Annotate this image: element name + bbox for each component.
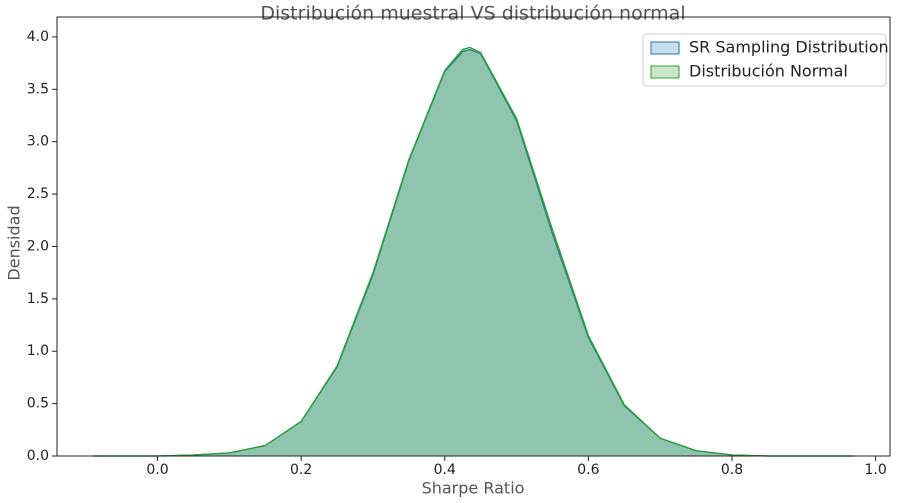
y-tick-label: 3.0 <box>27 134 49 150</box>
density-area <box>92 49 855 456</box>
y-tick-label: 2.0 <box>27 238 49 254</box>
x-tick-label: 0.0 <box>146 462 168 478</box>
y-tick-label: 1.5 <box>27 291 49 307</box>
legend-swatch <box>650 41 680 55</box>
y-tick-label: 2.5 <box>27 186 49 202</box>
legend-swatch <box>650 65 680 79</box>
x-tick-label: 0.2 <box>290 462 312 478</box>
y-axis-label: Densidad <box>5 205 24 280</box>
y-tick-label: 3.5 <box>27 81 49 97</box>
chart-title: Distribución muestral VS distribución no… <box>260 3 685 25</box>
legend-label: Distribución Normal <box>689 62 848 81</box>
y-tick-label: 0.5 <box>27 396 49 412</box>
legend-box <box>642 33 887 87</box>
x-axis-label: Sharpe Ratio <box>422 479 525 498</box>
density-line <box>92 46 855 457</box>
density-area <box>92 47 855 457</box>
x-tick-label: 1.0 <box>865 462 887 478</box>
y-tick-label: 1.0 <box>27 343 49 359</box>
plot-frame <box>56 16 891 457</box>
y-tick-label: 4.0 <box>27 29 49 45</box>
x-tick-label: 0.6 <box>577 462 599 478</box>
y-tick-label: 0.0 <box>27 448 49 464</box>
x-tick-label: 0.4 <box>434 462 456 478</box>
x-tick-label: 0.8 <box>721 462 743 478</box>
legend-label: SR Sampling Distribution <box>689 38 889 57</box>
